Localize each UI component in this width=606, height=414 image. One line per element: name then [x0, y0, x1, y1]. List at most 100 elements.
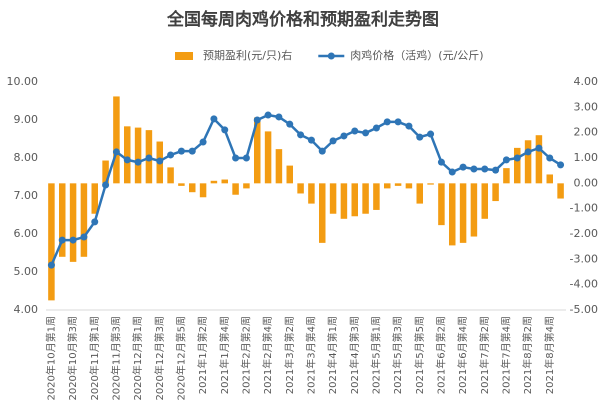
line-marker	[394, 118, 402, 126]
line-marker	[481, 165, 489, 173]
bar	[134, 127, 142, 184]
bar	[394, 183, 402, 186]
bar	[178, 183, 185, 186]
y2-tick-label: -2.00	[570, 227, 598, 240]
x-tick-label: 2020年10月第1周	[44, 316, 57, 401]
bar	[351, 183, 358, 217]
x-tick-label: 2021年2月第2周	[239, 316, 252, 394]
bar	[459, 183, 467, 243]
line-marker	[123, 156, 131, 164]
bar	[503, 168, 510, 184]
line-marker	[557, 161, 565, 169]
line-marker	[437, 158, 445, 166]
line-marker	[513, 154, 521, 162]
bar	[438, 183, 445, 226]
line-marker	[221, 126, 229, 134]
line-marker	[416, 133, 424, 141]
line-marker	[69, 236, 77, 244]
line-marker	[102, 181, 110, 189]
line-marker	[286, 120, 294, 128]
line-marker	[210, 115, 218, 123]
x-tick-label: 2020年12月第5周	[174, 316, 187, 401]
y2-tick-label: -1.00	[570, 202, 598, 215]
line-marker	[535, 144, 543, 152]
line-marker	[275, 113, 283, 121]
bar	[427, 183, 434, 185]
bar	[59, 183, 66, 257]
bar	[113, 96, 120, 184]
x-tick-label: 2021年2月第4周	[261, 316, 274, 394]
y2-tick-label: 4.00	[574, 75, 599, 88]
bar	[362, 183, 369, 214]
x-tick-label: 2021年7月第2周	[478, 316, 491, 394]
line-marker	[167, 151, 175, 159]
x-tick-label: 2021年7月第4周	[499, 316, 512, 394]
bar	[481, 183, 488, 219]
y2-tick-label: 1.00	[574, 151, 599, 164]
y2-tick-label: 3.00	[574, 100, 599, 113]
y-tick-label: 10.00	[7, 75, 39, 88]
line-marker	[329, 137, 337, 145]
bar	[221, 179, 228, 184]
legend-label: 肉鸡价格（活鸡）(元/公斤)	[350, 48, 483, 62]
bar	[546, 174, 553, 184]
line-marker	[199, 138, 207, 146]
line-marker	[188, 147, 196, 155]
bar	[102, 160, 109, 184]
bar	[416, 183, 423, 204]
bar	[319, 183, 326, 243]
y2-tick-label: -4.00	[570, 278, 598, 291]
line-marker	[47, 261, 55, 269]
line-marker	[459, 163, 467, 171]
bar	[524, 140, 532, 184]
bar	[264, 131, 272, 184]
line-marker	[156, 157, 164, 165]
line-marker	[91, 218, 99, 226]
x-tick-label: 2021年6月第2周	[434, 316, 447, 394]
bar	[470, 183, 478, 237]
y2-tick-label: 2.00	[574, 126, 599, 139]
bar	[167, 167, 174, 184]
bar	[91, 183, 98, 214]
x-tick-label: 2021年3月第2周	[283, 316, 296, 394]
legend-swatch	[175, 52, 193, 60]
line-marker	[134, 158, 142, 166]
y-tick-label: 8.00	[14, 151, 39, 164]
x-tick-label: 2021年3月第4周	[304, 316, 317, 394]
line-marker	[297, 131, 305, 139]
bar	[340, 183, 348, 219]
x-tick-label: 2020年12月第1周	[131, 316, 144, 401]
bar	[232, 183, 239, 195]
bar	[124, 126, 131, 184]
bar	[243, 183, 250, 189]
line-marker	[470, 165, 478, 173]
x-tick-label: 2020年10月第3周	[66, 316, 79, 401]
line-marker	[524, 148, 532, 156]
x-tick-label: 2021年8月第4周	[543, 316, 556, 394]
line-marker	[405, 122, 413, 130]
bar	[48, 183, 55, 301]
line-marker	[383, 118, 391, 126]
bar	[69, 183, 77, 262]
line-marker	[362, 129, 370, 137]
y2-tick-label: 0.00	[574, 176, 599, 189]
x-tick-label: 2021年5月第5周	[413, 316, 426, 394]
bar	[557, 183, 564, 199]
line-marker	[232, 154, 240, 162]
y-tick-label: 4.00	[14, 303, 39, 316]
y-tick-label: 5.00	[14, 265, 39, 278]
x-tick-label: 2021年5月第1周	[369, 316, 382, 394]
chart-title: 全国每周肉鸡价格和预期盈利走势图	[166, 9, 439, 30]
bar	[384, 183, 391, 189]
line-marker	[318, 147, 326, 155]
x-tick-label: 2021年1月第2周	[196, 316, 209, 394]
y2-tick-label: -5.00	[570, 303, 598, 316]
bar	[199, 183, 207, 198]
line-marker	[264, 111, 272, 119]
y-tick-label: 7.00	[14, 189, 39, 202]
bar	[286, 165, 293, 184]
line-marker	[372, 124, 380, 132]
line-marker	[177, 147, 185, 155]
bar	[275, 149, 283, 184]
bar	[210, 180, 218, 184]
